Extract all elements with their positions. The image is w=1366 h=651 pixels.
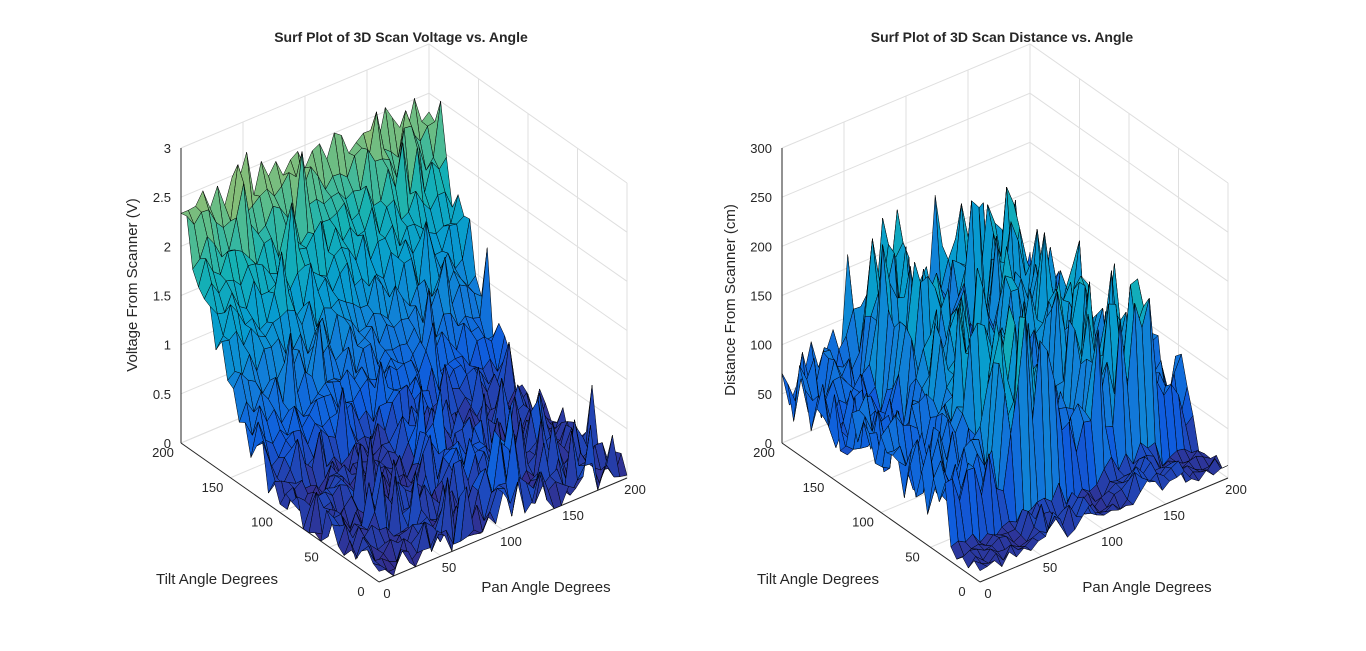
distance-ticks: 0501001502000501001502000501001502002503…: [750, 141, 1247, 601]
distance-z-axis-label: Distance From Scanner (cm): [722, 204, 739, 396]
z-tick-label: 50: [758, 387, 772, 402]
pan-axis-line: [979, 477, 1229, 583]
pan-tick-label: 150: [1163, 508, 1185, 523]
grid-line-z: [180, 43, 628, 184]
voltage-z-axis-label: Voltage From Scanner (V): [124, 198, 141, 371]
voltage-chart-title: Surf Plot of 3D Scan Voltage vs. Angle: [274, 29, 528, 45]
grid-line-z: [781, 190, 1229, 331]
pan-tick-label: 50: [442, 560, 456, 575]
voltage-pan-axis-label: Pan Angle Degrees: [481, 579, 610, 596]
pan-tick-label: 150: [562, 508, 584, 523]
distance-surface-chart: 0501001502000501001502000501001502002503…: [722, 29, 1247, 601]
surface-patch: [372, 563, 387, 572]
pan-tick-label: 100: [1101, 534, 1123, 549]
distance-chart-title: Surf Plot of 3D Scan Distance vs. Angle: [871, 29, 1134, 45]
z-tick-label: 0: [765, 436, 772, 451]
voltage-surface: [180, 98, 628, 577]
tilt-axis-line: [180, 442, 380, 583]
z-tick-label: 2.5: [153, 190, 171, 205]
tilt-tick-label: 200: [152, 445, 174, 460]
z-tick-label: 100: [750, 338, 772, 353]
pan-axis-line: [378, 477, 628, 583]
z-tick-label: 300: [750, 141, 772, 156]
tilt-tick-label: 100: [251, 515, 273, 530]
z-tick-label: 150: [750, 289, 772, 304]
grid-line-z: [180, 92, 628, 233]
z-tick-label: 1: [164, 338, 171, 353]
tilt-tick-label: 0: [958, 584, 965, 599]
z-tick-label: 200: [750, 239, 772, 254]
pan-tick-label: 200: [624, 482, 646, 497]
distance-pan-axis-label: Pan Angle Degrees: [1082, 579, 1211, 596]
z-tick-label: 0.5: [153, 387, 171, 402]
pan-tick-label: 200: [1225, 482, 1247, 497]
voltage-axes: [180, 148, 628, 583]
grid-line-z: [781, 141, 1229, 282]
tilt-tick-label: 50: [905, 549, 919, 564]
grid-line-z: [781, 92, 1229, 233]
distance-surface: [781, 186, 1229, 572]
tilt-tick-label: 200: [753, 445, 775, 460]
z-tick-label: 2: [164, 239, 171, 254]
tilt-tick-label: 100: [852, 515, 874, 530]
pan-tick-label: 0: [383, 586, 390, 601]
tilt-tick-label: 50: [304, 549, 318, 564]
z-tick-label: 250: [750, 190, 772, 205]
grid-line-z: [781, 43, 1229, 184]
pan-tick-label: 100: [500, 534, 522, 549]
voltage-tilt-axis-label: Tilt Angle Degrees: [156, 571, 278, 588]
z-tick-label: 3: [164, 141, 171, 156]
distance-axes: [781, 148, 1229, 583]
pan-tick-label: 50: [1043, 560, 1057, 575]
tilt-tick-label: 0: [357, 584, 364, 599]
tilt-axis-line: [781, 442, 981, 583]
pan-tick-label: 0: [984, 586, 991, 601]
distance-tilt-axis-label: Tilt Angle Degrees: [757, 571, 879, 588]
surface-patch: [973, 560, 988, 572]
z-tick-label: 1.5: [153, 289, 171, 304]
tilt-tick-label: 150: [803, 480, 825, 495]
tilt-tick-label: 150: [202, 480, 224, 495]
z-tick-label: 0: [164, 436, 171, 451]
